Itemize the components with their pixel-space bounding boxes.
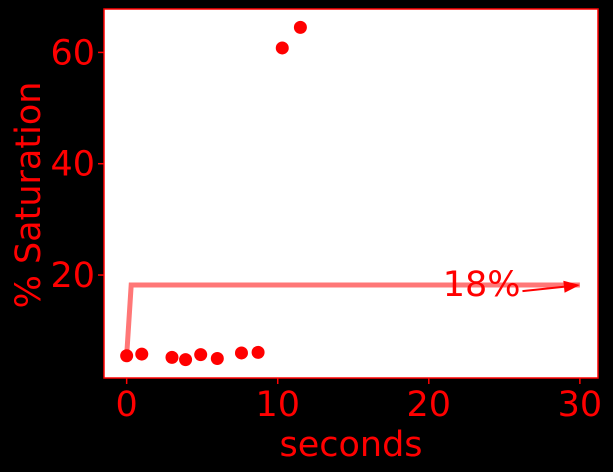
plot-area (103, 8, 599, 379)
data-point (179, 353, 193, 367)
x-axis: 0 10 20 30 (116, 378, 603, 425)
x-tick-label: 0 (116, 385, 138, 425)
y-tick-label: 40 (50, 145, 95, 185)
data-point (194, 348, 208, 362)
annotation-label: 18% (443, 265, 521, 305)
annotation-arrow-shaft (522, 285, 565, 293)
saturation-line (124, 282, 580, 356)
y-axis-label: % Saturation (9, 82, 49, 309)
x-axis-label: seconds (279, 425, 422, 465)
data-point (234, 346, 248, 360)
y-axis: 20 40 60 (50, 33, 104, 296)
data-point (251, 345, 265, 359)
data-point (275, 41, 289, 55)
data-point (210, 352, 224, 366)
x-tick-label: 20 (407, 385, 452, 425)
y-tick-label: 60 (50, 33, 95, 73)
y-tick-label: 20 (50, 256, 95, 296)
data-point (120, 349, 134, 363)
annotation-arrow-head (563, 280, 580, 293)
x-tick-label: 30 (558, 385, 603, 425)
data-point (293, 20, 307, 34)
series-layer (120, 20, 580, 367)
x-tick-label: 10 (255, 385, 300, 425)
annotation-layer: 18% (443, 265, 580, 305)
data-point (165, 350, 179, 364)
data-point (135, 347, 149, 361)
